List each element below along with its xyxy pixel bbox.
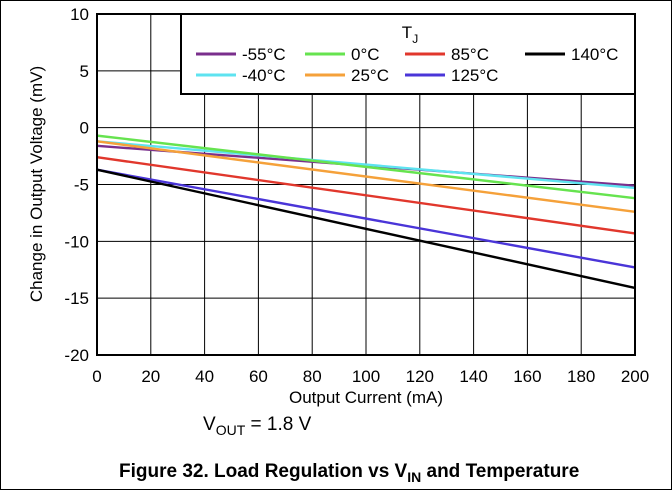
legend-label: -55°C: [242, 45, 286, 64]
series-line: [96, 134, 636, 200]
x-tick-label: 100: [352, 367, 380, 386]
y-tick-label: 0: [80, 119, 89, 138]
series-line: [96, 168, 636, 269]
x-tick-label: 60: [249, 367, 268, 386]
x-axis-label: Output Current (mA): [289, 388, 443, 407]
legend-label: 125°C: [451, 66, 498, 85]
y-tick-label: -5: [74, 176, 89, 195]
condition-label: VOUT = 1.8 V: [203, 414, 312, 438]
series-line: [96, 168, 636, 290]
x-tick-label: 80: [303, 367, 322, 386]
x-tick-labels: 0 20 40 60 80 100 120 140 160 180 200: [92, 367, 649, 386]
legend-items: -55°C 0°C 85°C 140°C -40°C 25°C 125°C: [196, 45, 618, 85]
x-tick-label: 20: [141, 367, 160, 386]
legend-label: 25°C: [351, 66, 389, 85]
y-tick-label: -15: [64, 289, 89, 308]
legend-label: 140°C: [571, 45, 618, 64]
series-line: [96, 140, 636, 190]
x-tick-label: 160: [513, 367, 541, 386]
x-tick-label: 180: [567, 367, 595, 386]
legend-label: -40°C: [242, 66, 286, 85]
x-tick-label: 40: [195, 367, 214, 386]
x-tick-label: 0: [92, 367, 101, 386]
series-line: [96, 140, 636, 213]
y-tick-label: 5: [80, 62, 89, 81]
x-tick-label: 200: [621, 367, 649, 386]
y-tick-label: -10: [64, 232, 89, 251]
figure-caption: Figure 32. Load Regulation vs VIN and Te…: [119, 461, 579, 485]
series-lines: [96, 134, 636, 290]
series-line: [96, 156, 636, 235]
y-tick-label: 10: [70, 5, 89, 24]
legend-label: 0°C: [351, 45, 380, 64]
legend-title: TJ: [402, 23, 418, 46]
y-axis-label: Change in Output Voltage (mV): [27, 66, 46, 302]
y-tick-labels: 10 5 0 -5 -10 -15 -20: [64, 5, 89, 365]
x-tick-label: 120: [406, 367, 434, 386]
legend-label: 85°C: [451, 45, 489, 64]
x-tick-label: 140: [459, 367, 487, 386]
legend: TJ -55°C 0°C 85°C 140°C -40°C 25°C 125°C: [180, 13, 636, 95]
y-tick-label: -20: [64, 346, 89, 365]
